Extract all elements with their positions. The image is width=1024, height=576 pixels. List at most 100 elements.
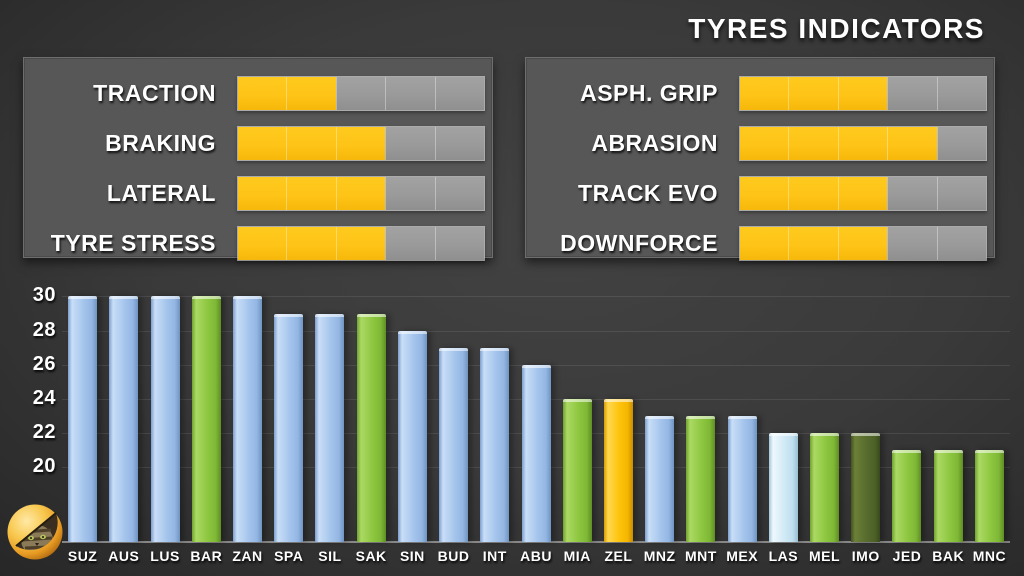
chart-bar xyxy=(603,398,633,542)
indicator-segment xyxy=(740,226,789,260)
indicator-row: BRAKING xyxy=(24,118,492,168)
indicator-label: ABRASION xyxy=(591,129,718,156)
indicator-segment xyxy=(335,76,386,110)
chart-bar-column xyxy=(680,276,721,542)
indicator-segment xyxy=(385,226,435,260)
indicator-segment xyxy=(788,126,838,160)
indicator-segment xyxy=(335,126,386,160)
chart-bar xyxy=(150,296,180,542)
indicator-segment xyxy=(385,126,435,160)
chart-bar xyxy=(810,432,840,542)
chart-bar-column xyxy=(598,276,639,542)
indicator-segment xyxy=(335,176,386,210)
indicator-bar xyxy=(739,75,987,111)
indicator-segment xyxy=(788,176,838,210)
chart-bar-column xyxy=(392,276,433,542)
indicator-segment xyxy=(434,176,485,210)
y-tick-label: 30 xyxy=(32,284,56,307)
indicator-segment xyxy=(936,226,987,260)
chart-bar-column xyxy=(433,276,474,542)
chart-bar-column xyxy=(515,276,556,542)
chart-bar-column xyxy=(969,276,1010,542)
indicator-segment xyxy=(385,176,435,210)
track-bar-chart: 30 28 26 24 22 20 SUZ AUS LUS BAR ZAN SPA SIL SAK SIN… xyxy=(18,272,1012,572)
chart-bar xyxy=(315,313,345,542)
x-tick-label: SIN xyxy=(399,548,425,564)
indicator-label: TYRE STRESS xyxy=(50,229,216,256)
x-tick-label: BUD xyxy=(437,548,470,564)
cat-avatar-icon xyxy=(7,504,63,560)
page-title: TYRES INDICATORS xyxy=(688,13,985,44)
indicator-label: LATERAL xyxy=(106,179,216,206)
indicator-row: ABRASION xyxy=(526,118,994,168)
x-tick-label: SAK xyxy=(355,548,387,564)
indicator-segment xyxy=(788,226,838,260)
indicator-segment xyxy=(887,176,937,210)
indicator-segment xyxy=(434,76,485,110)
chart-bar xyxy=(274,313,304,542)
x-tick-label: LUS xyxy=(150,548,180,564)
x-tick-label: SIL xyxy=(318,548,342,564)
indicator-segment xyxy=(837,76,888,110)
indicator-segment xyxy=(434,126,485,160)
indicator-segment xyxy=(238,226,287,260)
chart-bar xyxy=(727,415,757,542)
chart-bar-column xyxy=(722,276,763,542)
indicator-segment xyxy=(286,76,336,110)
indicator-bar xyxy=(739,175,987,211)
chart-baseline xyxy=(62,541,1010,543)
x-tick-label: JED xyxy=(892,548,922,564)
indicator-bar xyxy=(739,125,987,161)
chart-bar xyxy=(191,296,221,542)
chart-bar xyxy=(356,313,386,542)
y-tick-label: 20 xyxy=(32,454,56,477)
indicator-segment xyxy=(887,226,937,260)
chart-bar-column xyxy=(557,276,598,542)
chart-gridline xyxy=(62,330,1010,332)
chart-bar xyxy=(521,364,551,542)
chart-bar-column xyxy=(268,276,309,542)
indicator-segment xyxy=(238,126,287,160)
x-tick-label: AUS xyxy=(108,548,140,564)
y-tick-label: 26 xyxy=(32,352,56,375)
x-tick-label: MNT xyxy=(684,548,717,564)
indicator-segment xyxy=(434,226,485,260)
x-tick-label: BAK xyxy=(932,548,965,564)
indicator-bar xyxy=(739,225,987,261)
indicator-panel-left: TRACTION BRAKING LATERAL TYRE STRESS xyxy=(23,57,493,261)
chart-bar xyxy=(974,449,1004,542)
chart-bar-column xyxy=(474,276,515,542)
chart-bar-column xyxy=(639,276,680,542)
indicator-row: TRACK EVO xyxy=(526,168,994,218)
chart-bar xyxy=(768,432,798,542)
x-tick-label: LAS xyxy=(768,548,799,564)
chart-bar xyxy=(439,347,469,542)
indicator-bar xyxy=(237,75,485,111)
x-tick-label: MNZ xyxy=(643,548,676,564)
indicator-segment xyxy=(788,76,838,110)
chart-bar xyxy=(232,296,262,542)
indicator-segment xyxy=(887,76,937,110)
indicator-segment xyxy=(837,226,888,260)
indicator-segment xyxy=(238,176,287,210)
x-tick-label: MEL xyxy=(809,548,841,564)
chart-bar-column xyxy=(845,276,886,542)
x-tick-label: MNC xyxy=(972,548,1007,564)
chart-bar xyxy=(686,415,716,542)
indicator-label: BRAKING xyxy=(105,129,216,156)
x-tick-label: BAR xyxy=(190,548,223,564)
indicator-rows-left: TRACTION BRAKING LATERAL TYRE STRESS xyxy=(24,58,492,268)
chart-bar-column xyxy=(227,276,268,542)
chart-bar-column xyxy=(886,276,927,542)
indicator-segment xyxy=(837,126,888,160)
indicator-segment xyxy=(238,76,287,110)
x-tick-label: MIA xyxy=(563,548,591,564)
chart-bar xyxy=(480,347,510,542)
indicator-segment xyxy=(385,76,435,110)
x-tick-label: MEX xyxy=(726,548,759,564)
indicator-segment xyxy=(936,76,987,110)
indicator-segment xyxy=(887,126,937,160)
indicator-row: ASPH. GRIP xyxy=(526,68,994,118)
indicator-segment xyxy=(335,226,386,260)
indicator-segment xyxy=(286,126,336,160)
